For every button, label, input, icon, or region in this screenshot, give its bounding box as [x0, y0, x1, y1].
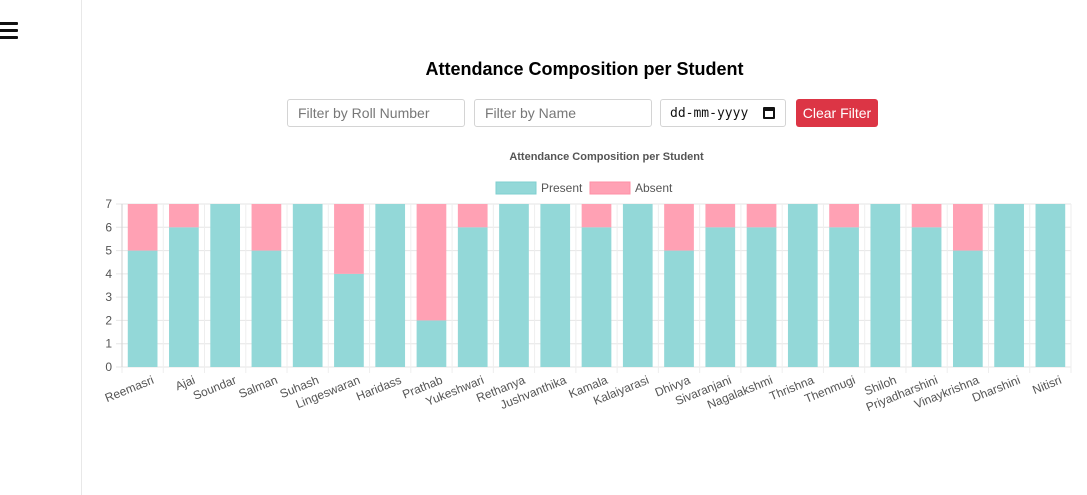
bar-absent	[829, 204, 859, 228]
legend-swatch-absent	[589, 181, 631, 195]
bar-present	[416, 320, 447, 367]
bar-absent	[664, 204, 694, 251]
bar-present	[622, 204, 653, 367]
bar-present	[1035, 204, 1066, 367]
bar-absent	[457, 204, 488, 228]
y-tick-label: 2	[105, 313, 112, 327]
y-tick-label: 5	[105, 244, 112, 258]
date-filter-input[interactable]: dd-mm-yyyy	[660, 99, 786, 127]
bar-present	[911, 227, 942, 367]
legend-label-present: Present	[541, 181, 583, 195]
bar-absent	[127, 204, 158, 251]
bar-present	[994, 204, 1024, 367]
bar-present	[251, 250, 282, 367]
sidebar	[0, 0, 82, 495]
y-tick-label: 6	[105, 220, 112, 234]
bar-present	[457, 227, 488, 367]
x-tick-label: Dharshini	[970, 373, 1022, 405]
bar-present	[746, 227, 777, 367]
bar-present	[375, 204, 406, 367]
date-placeholder: dd-mm-yyyy	[670, 106, 749, 121]
bar-absent	[746, 204, 777, 228]
y-tick-label: 3	[105, 290, 112, 304]
y-tick-label: 4	[105, 267, 112, 281]
bar-present	[829, 227, 859, 367]
bar-present	[787, 204, 818, 367]
name-filter-input[interactable]	[474, 99, 652, 127]
clear-filter-button[interactable]: Clear Filter	[796, 99, 878, 127]
hamburger-icon[interactable]	[0, 22, 18, 40]
bar-absent	[169, 204, 199, 228]
x-tick-label: Nitisri	[1030, 373, 1063, 397]
bar-present	[210, 204, 241, 367]
bar-present	[581, 227, 612, 367]
legend-swatch-present	[495, 181, 537, 195]
bar-present	[334, 273, 364, 367]
roll-number-filter-input[interactable]	[287, 99, 465, 127]
x-tick-label: Salman	[237, 373, 280, 401]
bar-present	[952, 250, 983, 367]
y-tick-label: 1	[105, 337, 112, 351]
bar-absent	[251, 204, 282, 251]
bar-present	[292, 204, 323, 367]
bar-absent	[334, 204, 364, 274]
bar-absent	[911, 204, 942, 228]
bar-present	[540, 204, 571, 367]
bar-present	[169, 227, 199, 367]
y-tick-label: 0	[105, 360, 112, 374]
bar-present	[127, 250, 158, 367]
chart-title: Attendance Composition per Student	[509, 151, 704, 163]
main-content: Attendance Composition per Student dd-mm…	[82, 0, 1087, 495]
attendance-chart: Attendance Composition per Student Presen…	[103, 151, 1072, 414]
x-tick-label: Ajai	[173, 373, 197, 393]
x-tick-label: Soundar	[191, 373, 238, 403]
x-tick-label: Haridass	[354, 373, 403, 404]
page-title: Attendance Composition per Student	[425, 59, 744, 79]
x-tick-label: Reemasri	[103, 373, 156, 405]
bar-present	[705, 227, 736, 367]
bar-absent	[416, 204, 447, 321]
y-tick-label: 7	[105, 197, 112, 211]
bar-present	[499, 204, 529, 367]
legend-label-absent: Absent	[635, 181, 673, 195]
bar-absent	[581, 204, 612, 228]
bar-present	[664, 250, 694, 367]
bar-absent	[952, 204, 983, 251]
bar-present	[870, 204, 901, 367]
bar-absent	[705, 204, 736, 228]
calendar-icon[interactable]	[763, 107, 775, 119]
